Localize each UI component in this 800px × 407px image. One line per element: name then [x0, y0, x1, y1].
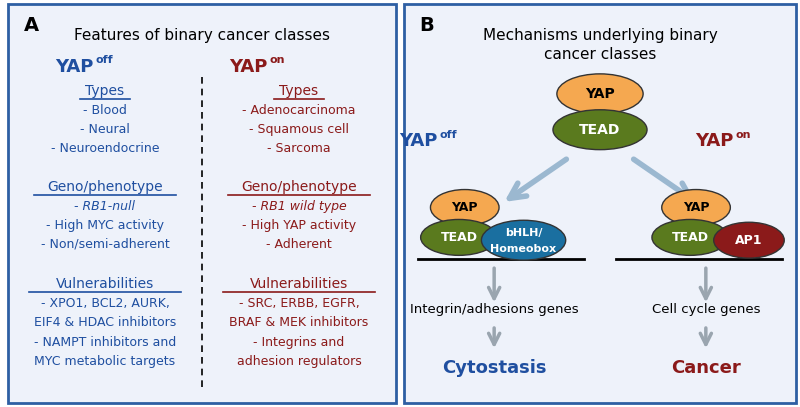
- Text: off: off: [95, 55, 113, 65]
- Text: BRAF & MEK inhibitors: BRAF & MEK inhibitors: [230, 316, 369, 329]
- Ellipse shape: [652, 219, 728, 255]
- Text: AP1: AP1: [735, 234, 762, 247]
- Text: - High MYC activity: - High MYC activity: [46, 219, 164, 232]
- Text: - Blood: - Blood: [83, 104, 127, 117]
- Ellipse shape: [662, 190, 730, 225]
- Ellipse shape: [421, 219, 497, 255]
- FancyBboxPatch shape: [404, 4, 796, 403]
- Text: YAP: YAP: [230, 58, 268, 76]
- Text: Geno/phenotype: Geno/phenotype: [241, 179, 357, 194]
- Text: Cytostasis: Cytostasis: [442, 359, 546, 377]
- Text: adhesion regulators: adhesion regulators: [237, 354, 362, 368]
- Text: B: B: [420, 16, 434, 35]
- Text: TEAD: TEAD: [672, 231, 709, 244]
- Text: YAP: YAP: [55, 58, 94, 76]
- Text: - Integrins and: - Integrins and: [254, 335, 345, 348]
- Text: - Adherent: - Adherent: [266, 238, 332, 251]
- Text: - RB1 wild type: - RB1 wild type: [252, 199, 346, 212]
- Ellipse shape: [557, 74, 643, 114]
- Text: EIF4 & HDAC inhibitors: EIF4 & HDAC inhibitors: [34, 316, 176, 329]
- Text: - XPO1, BCL2, AURK,: - XPO1, BCL2, AURK,: [41, 297, 170, 310]
- Text: on: on: [270, 55, 286, 65]
- Text: YAP: YAP: [585, 87, 615, 101]
- Text: Cell cycle genes: Cell cycle genes: [651, 303, 760, 316]
- Text: - Non/semi-adherent: - Non/semi-adherent: [41, 238, 170, 251]
- Text: - RB1-null: - RB1-null: [74, 199, 135, 212]
- Text: - SRC, ERBB, EGFR,: - SRC, ERBB, EGFR,: [238, 297, 359, 310]
- Text: TEAD: TEAD: [579, 123, 621, 137]
- Text: bHLH/: bHLH/: [505, 228, 542, 238]
- Ellipse shape: [553, 110, 647, 150]
- Text: Cancer: Cancer: [671, 359, 741, 377]
- Text: Mechanisms underlying binary
cancer classes: Mechanisms underlying binary cancer clas…: [482, 28, 718, 61]
- Text: MYC metabolic targets: MYC metabolic targets: [34, 354, 175, 368]
- Text: Integrin/adhesions genes: Integrin/adhesions genes: [410, 303, 578, 316]
- Text: - Neuroendocrine: - Neuroendocrine: [50, 142, 159, 155]
- Text: Types: Types: [279, 84, 318, 98]
- Text: Features of binary cancer classes: Features of binary cancer classes: [74, 28, 330, 43]
- Text: YAP: YAP: [451, 201, 478, 214]
- Text: - Sarcoma: - Sarcoma: [267, 142, 331, 155]
- FancyBboxPatch shape: [8, 4, 396, 403]
- Text: - High YAP activity: - High YAP activity: [242, 219, 356, 232]
- Text: Geno/phenotype: Geno/phenotype: [47, 179, 163, 194]
- Text: - Adenocarcinoma: - Adenocarcinoma: [242, 104, 356, 117]
- Text: YAP: YAP: [399, 132, 438, 150]
- Text: A: A: [23, 16, 38, 35]
- Text: Homeobox: Homeobox: [490, 244, 557, 254]
- Text: TEAD: TEAD: [440, 231, 478, 244]
- Text: Types: Types: [86, 84, 125, 98]
- Ellipse shape: [482, 220, 566, 260]
- Text: on: on: [735, 130, 750, 140]
- Text: YAP: YAP: [695, 132, 734, 150]
- Text: - Neural: - Neural: [80, 123, 130, 136]
- Text: Vulnerabilities: Vulnerabilities: [56, 277, 154, 291]
- Text: off: off: [439, 130, 457, 140]
- Text: YAP: YAP: [682, 201, 710, 214]
- Text: - NAMPT inhibitors and: - NAMPT inhibitors and: [34, 335, 176, 348]
- Ellipse shape: [430, 190, 499, 225]
- Text: Vulnerabilities: Vulnerabilities: [250, 277, 348, 291]
- Text: - Squamous cell: - Squamous cell: [249, 123, 349, 136]
- Ellipse shape: [714, 222, 784, 258]
